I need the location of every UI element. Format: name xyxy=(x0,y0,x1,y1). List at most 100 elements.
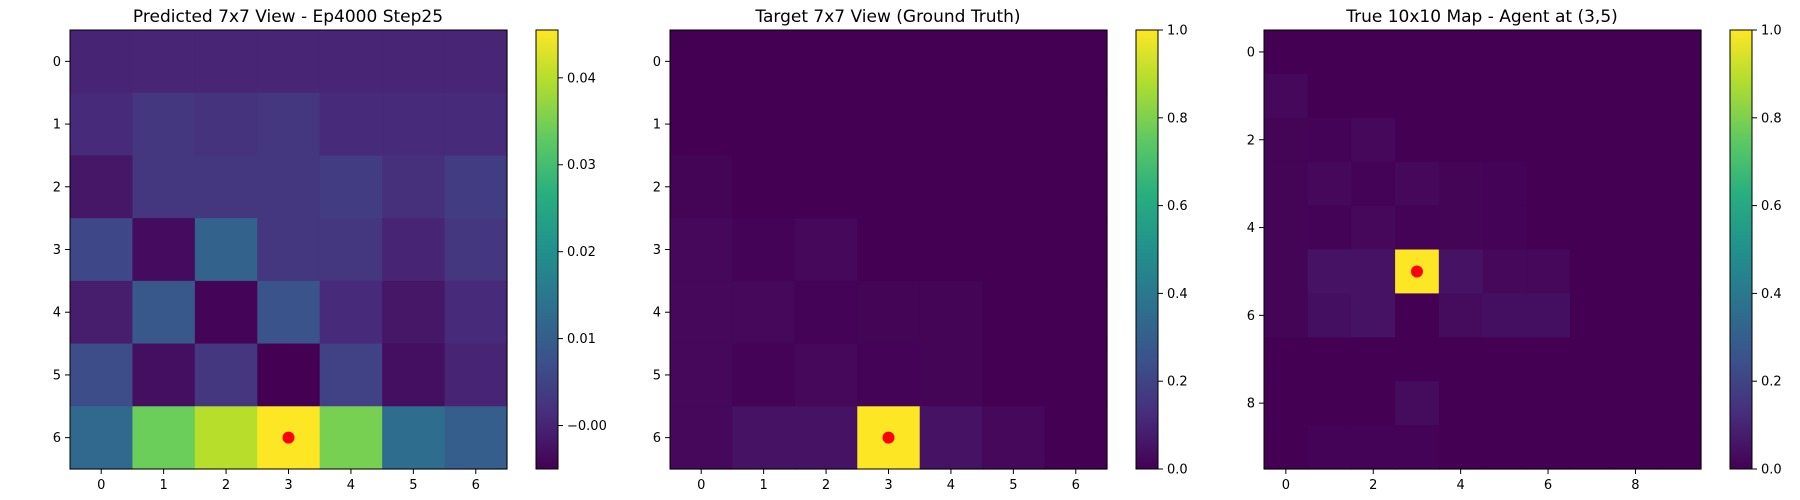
heatmap-cell xyxy=(919,155,983,219)
heatmap-cell xyxy=(1657,117,1702,163)
heatmap-cell xyxy=(1438,205,1484,251)
heatmap-cell xyxy=(1569,117,1615,163)
x-tick-label: 6 xyxy=(472,478,480,493)
heatmap-cell xyxy=(1613,117,1658,163)
colorbar xyxy=(535,29,559,470)
heatmap-cell xyxy=(1613,161,1658,207)
heatmap-cell xyxy=(857,343,921,407)
heatmap-cell xyxy=(1044,30,1108,94)
y-tick-label: 3 xyxy=(653,243,661,258)
heatmap-cell xyxy=(257,92,321,157)
heatmap-cell xyxy=(70,155,134,219)
heatmap-cell xyxy=(132,30,196,94)
heatmap-cell xyxy=(194,92,258,157)
heatmap-cell xyxy=(1438,161,1484,207)
axis-ticks: 0 1 2 3 4 5 6 0 1 2 3 4 5 6 xyxy=(653,55,1080,493)
heatmap-cell xyxy=(1657,73,1702,119)
colorbar-tick-label: 0.2 xyxy=(1167,375,1188,390)
heatmap-cell xyxy=(1395,425,1440,470)
heatmap-cell xyxy=(1438,30,1484,75)
heatmap-cell xyxy=(1569,161,1615,207)
heatmap-cell xyxy=(257,155,321,219)
heatmap-cell xyxy=(132,406,196,470)
heatmap-cell xyxy=(919,406,983,470)
heatmap-cell xyxy=(982,406,1046,470)
y-tick-label: 6 xyxy=(653,431,661,446)
heatmap-cell xyxy=(670,92,734,157)
heatmap-cell xyxy=(794,343,858,407)
heatmap-cell xyxy=(70,30,134,94)
heatmap-cell xyxy=(1526,73,1571,119)
heatmap-cell xyxy=(1569,73,1615,119)
heatmap-cell xyxy=(382,92,446,157)
heatmap-cell xyxy=(1526,30,1571,75)
heatmap-cell xyxy=(1438,381,1484,426)
heatmap-cell xyxy=(1613,425,1658,470)
heatmap-cell xyxy=(1526,161,1571,207)
colorbar-tick-label: 0.4 xyxy=(1761,287,1782,302)
y-tick-label: 8 xyxy=(1247,397,1255,412)
heatmap-cell xyxy=(732,155,796,219)
heatmap-cell xyxy=(857,280,921,345)
colorbar-ticks: 1.0 0.8 0.6 0.4 0.2 0.0 xyxy=(1752,24,1782,478)
heatmap-cell xyxy=(1657,249,1702,294)
heatmap-cell xyxy=(857,30,921,94)
heatmap-cell xyxy=(982,30,1046,94)
heatmap-cell xyxy=(1657,425,1702,470)
heatmap-cell xyxy=(1395,205,1440,251)
heatmap-cell xyxy=(1351,425,1396,470)
heatmap-cell xyxy=(1044,155,1108,219)
heatmap-cell xyxy=(1307,205,1352,251)
heatmap-cell xyxy=(1657,381,1702,426)
heatmap-cell xyxy=(319,155,383,219)
x-tick-label: 6 xyxy=(1544,478,1552,493)
heatmap-cell xyxy=(1307,293,1352,338)
heatmap-cell xyxy=(982,155,1046,219)
heatmap-cell xyxy=(1526,337,1571,382)
heatmap-cell xyxy=(670,30,734,94)
x-tick-label: 4 xyxy=(347,478,355,493)
heatmap-cell xyxy=(982,218,1046,282)
heatmap-cell xyxy=(444,280,508,345)
heatmap-cell xyxy=(1526,425,1571,470)
heatmap-cell xyxy=(382,155,446,219)
x-tick-label: 3 xyxy=(884,478,892,493)
heatmap-cell xyxy=(257,343,321,407)
heatmap-cell xyxy=(1307,337,1352,382)
y-tick-label: 1 xyxy=(653,118,661,133)
heatmap-cell xyxy=(794,406,858,470)
heatmap-cell xyxy=(1569,205,1615,251)
heatmap-cell xyxy=(1351,381,1396,426)
heatmap-cell xyxy=(1264,161,1309,207)
heatmap-cell xyxy=(670,218,734,282)
heatmap-cell xyxy=(1482,249,1527,294)
colorbar-tick-label: 0.8 xyxy=(1761,111,1782,126)
heatmap-cell xyxy=(919,30,983,94)
heatmap-cell xyxy=(382,30,446,94)
heatmap-cell xyxy=(670,155,734,219)
heatmap-panel-target: Target 7x7 View (Ground Truth) 0 1 2 3 4 5 6 0 1… xyxy=(653,7,1188,493)
heatmap-cell xyxy=(1657,293,1702,338)
heatmap-cell xyxy=(382,280,446,345)
x-tick-label: 2 xyxy=(1369,478,1377,493)
colorbar-ticks: 0.04 0.03 0.02 0.01 −0.00 xyxy=(558,71,607,434)
heatmap-cell xyxy=(444,30,508,94)
x-tick-label: 3 xyxy=(284,478,292,493)
heatmap-cell xyxy=(194,218,258,282)
heatmap-cell xyxy=(382,218,446,282)
heatmap-cell xyxy=(1044,343,1108,407)
heatmap-cell xyxy=(1482,73,1527,119)
x-tick-label: 0 xyxy=(697,478,705,493)
colorbar-tick-label: 0.03 xyxy=(567,158,596,173)
heatmap-cell xyxy=(1657,161,1702,207)
heatmap-cell xyxy=(1526,381,1571,426)
heatmap-cell xyxy=(794,30,858,94)
y-tick-label: 0 xyxy=(53,55,61,70)
heatmap-cell xyxy=(1264,425,1309,470)
heatmap-cell xyxy=(1526,205,1571,251)
heatmap-cell xyxy=(794,218,858,282)
colorbar-ticks: 1.0 0.8 0.6 0.4 0.2 0.0 xyxy=(1158,24,1188,478)
y-tick-label: 0 xyxy=(653,55,661,70)
x-tick-label: 2 xyxy=(222,478,230,493)
